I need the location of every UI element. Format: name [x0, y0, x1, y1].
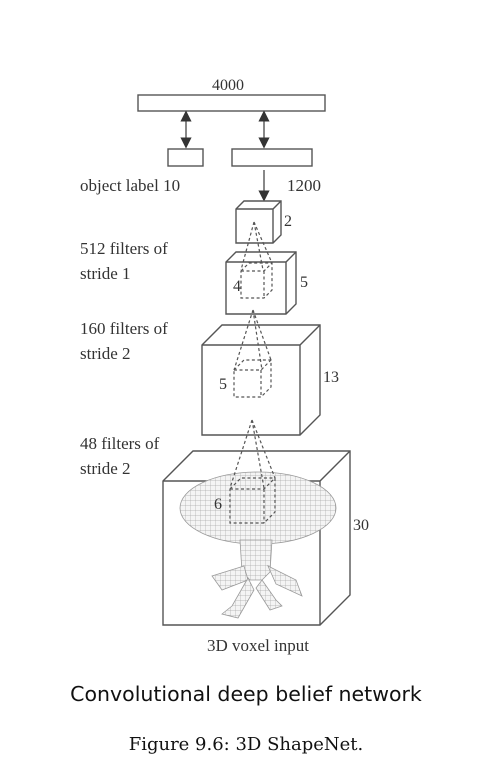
pyramid-3 — [229, 419, 276, 489]
hidden-layer-box — [231, 148, 313, 167]
kernel-5-label: 5 — [219, 376, 227, 393]
input-label: 3D voxel input — [207, 636, 309, 655]
pyramid-2 — [233, 309, 272, 371]
kernel-cube-5 — [233, 359, 272, 398]
voxel-table — [179, 471, 337, 619]
layer3-stride-text: stride 2 — [80, 459, 131, 478]
pyramid-1 — [240, 221, 273, 271]
diagram-svg: 4000 object label 10 1200 2 512 filters … — [80, 77, 369, 655]
kernel-6-label: 6 — [214, 496, 222, 513]
network-caption: Convolutional deep belief network — [70, 682, 422, 706]
kernel-4-label: 4 — [233, 278, 241, 295]
hidden-layer-text: 1200 — [287, 176, 321, 195]
layer2-stride-text: stride 2 — [80, 344, 131, 363]
kernel-cube-6 — [229, 477, 276, 524]
cube-30-size: 30 — [353, 517, 369, 534]
layer2-filters-text: 160 filters of — [80, 319, 168, 338]
kernel-cube-4 — [240, 262, 273, 299]
layer3-filters-text: 48 filters of — [80, 434, 160, 453]
layer-cube-13 — [201, 324, 321, 436]
layer-cube-2 — [235, 200, 282, 244]
layer1-stride-text: stride 1 — [80, 264, 131, 283]
cube-top-size: 2 — [284, 213, 292, 230]
label-layer-text: object label 10 — [80, 176, 180, 195]
cube-5-size: 5 — [300, 274, 308, 291]
top-layer-size: 4000 — [212, 77, 244, 94]
figure-caption: Figure 9.6: 3D ShapeNet. — [128, 734, 364, 755]
top-layer-bar — [137, 94, 326, 112]
cube-13-size: 13 — [323, 369, 339, 386]
layer-cube-5 — [225, 251, 297, 315]
label-layer-box — [167, 148, 204, 167]
layer1-filters-text: 512 filters of — [80, 239, 168, 258]
